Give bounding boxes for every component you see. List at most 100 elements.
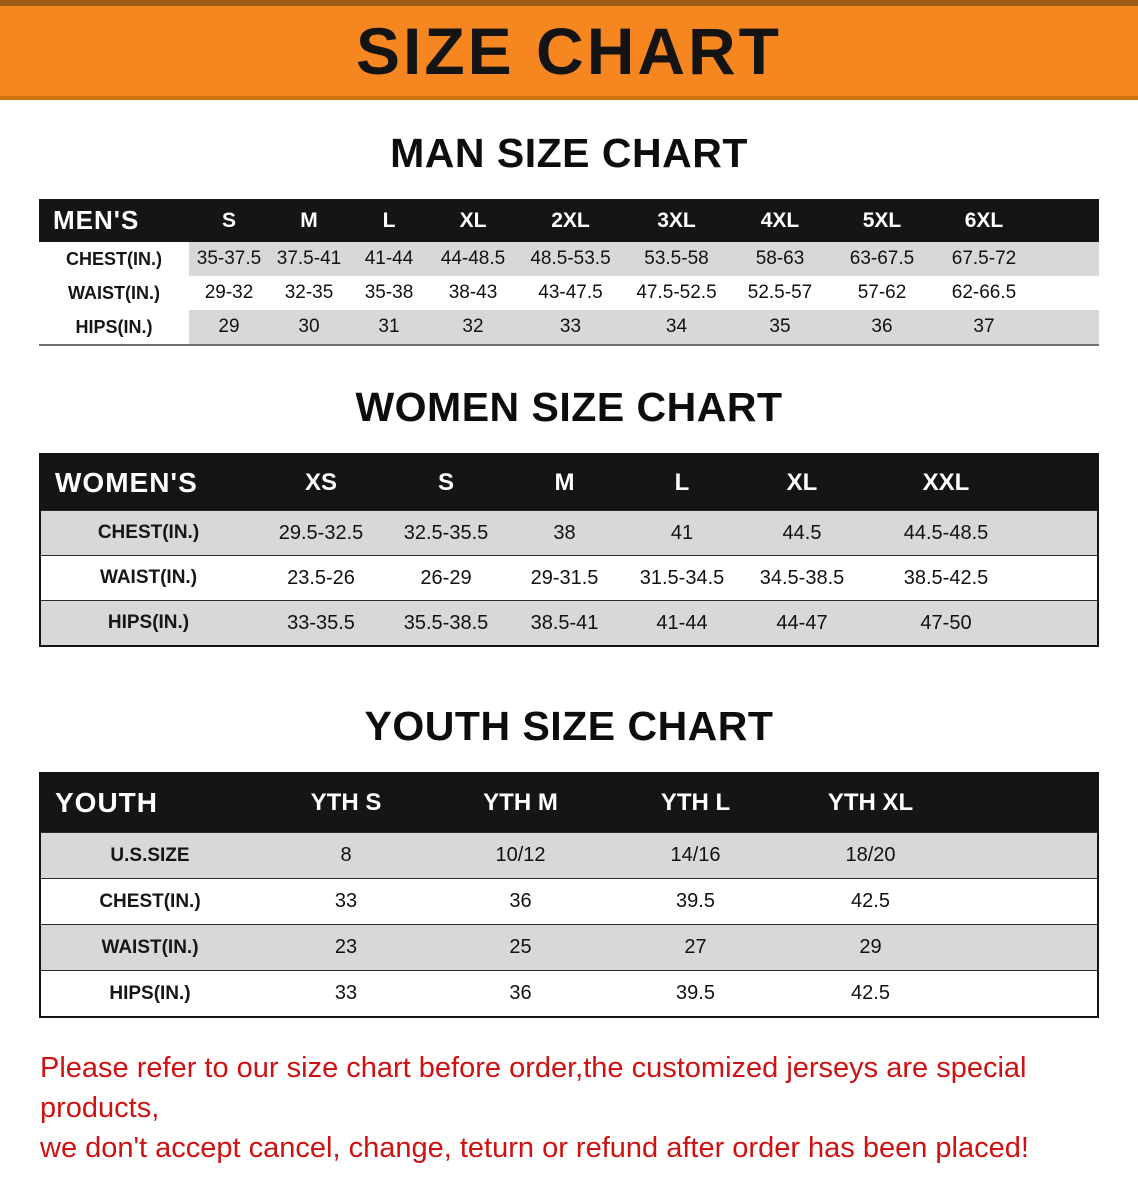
women-size-section: WOMEN SIZE CHART WOMEN'S XS S M L XL XXL CHEST(I… — [39, 384, 1099, 647]
value-cell: 35.5-38.5 — [403, 611, 489, 634]
banner-title: SIZE CHART — [356, 14, 782, 88]
value-cell: 18/20 — [845, 844, 896, 866]
value-cell: 29 — [218, 316, 240, 337]
value-cell: 32 — [462, 316, 484, 337]
men-size-header-cell: M — [300, 208, 318, 232]
value-cell: 41-44 — [364, 248, 414, 269]
men-size-header-cell: 3XL — [657, 208, 696, 232]
men-size-header-cell: 5XL — [862, 208, 902, 232]
youth-table-row: U.S.SIZE 8 10/12 14/16 18/20 — [41, 832, 1097, 878]
value-cell: 35-37.5 — [196, 248, 262, 269]
value-cell: 33 — [334, 982, 358, 1004]
men-size-header-cell: XL — [459, 208, 487, 232]
youth-size-header-cell: YTH L — [660, 789, 731, 816]
men-table-title-cell: MEN'S — [53, 205, 140, 235]
row-filler-cell — [958, 879, 1097, 924]
value-cell: 35-38 — [364, 282, 414, 303]
value-cell: 36 — [871, 316, 893, 337]
women-table-row: HIPS(IN.) 33-35.5 35.5-38.5 38.5-41 41-44 44-… — [41, 600, 1097, 645]
disclaimer-line-1: Please refer to our size chart before or… — [40, 1052, 1027, 1125]
men-table-header-row: MEN'S S M L XL 2XL 3XL 4XL 5XL 6XL — [39, 199, 1099, 242]
women-table-title-cell: WOMEN'S — [55, 466, 198, 498]
row-label-cell: WAIST(IN.) — [99, 567, 198, 588]
value-cell: 35 — [769, 316, 791, 337]
value-cell: 44-48.5 — [440, 248, 506, 269]
row-filler-cell — [958, 925, 1097, 970]
value-cell: 36 — [509, 890, 532, 912]
value-cell: 43-47.5 — [538, 282, 603, 303]
women-size-header-cell: XS — [304, 468, 337, 496]
row-label-cell: WAIST(IN.) — [101, 936, 199, 958]
value-cell: 38.5-42.5 — [903, 566, 989, 589]
youth-table-title-cell: YOUTH — [55, 787, 158, 818]
value-cell: 41 — [670, 521, 694, 544]
value-cell: 63-67.5 — [849, 248, 915, 269]
row-filler-cell — [1029, 556, 1097, 600]
size-chart-sections: MAN SIZE CHART MEN'S S M L XL 2XL 3XL 4XL 5XL 6XL C… — [0, 130, 1138, 1018]
value-cell: 47.5-52.5 — [636, 282, 717, 303]
value-cell: 37 — [973, 316, 995, 337]
row-filler-cell — [1035, 242, 1099, 276]
value-cell: 44.5 — [782, 521, 822, 544]
row-label-cell: U.S.SIZE — [110, 844, 190, 866]
value-cell: 23 — [334, 936, 358, 958]
value-cell: 34.5-38.5 — [759, 566, 845, 589]
value-cell: 36 — [509, 982, 532, 1004]
size-chart-banner: SIZE CHART — [0, 0, 1138, 100]
row-label-cell: HIPS(IN.) — [39, 310, 189, 344]
row-label-cell: CHEST(IN.) — [97, 522, 200, 543]
value-cell: 58-63 — [755, 248, 805, 269]
men-table-row: CHEST(IN.) 35-37.5 37.5-41 41-44 44-48.5 48.5… — [39, 242, 1099, 276]
header-filler-cell — [1035, 199, 1099, 242]
men-size-header-cell: 4XL — [760, 208, 800, 232]
value-cell: 53.5-58 — [644, 248, 709, 269]
value-cell: 14/16 — [670, 844, 721, 866]
disclaimer-line-2: we don't accept cancel, change, teturn o… — [40, 1132, 1029, 1165]
value-cell: 44.5-48.5 — [903, 521, 989, 544]
value-cell: 39.5 — [676, 890, 715, 912]
women-table-row: CHEST(IN.) 29.5-32.5 32.5-35.5 38 41 44.5 44.5… — [41, 510, 1097, 555]
value-cell: 38.5-41 — [530, 611, 599, 634]
value-cell: 67.5-72 — [951, 248, 1017, 269]
women-section-heading: WOMEN SIZE CHART — [355, 384, 783, 430]
women-size-header-cell: M — [554, 468, 575, 496]
value-cell: 31 — [378, 316, 400, 337]
value-cell: 47-50 — [920, 611, 972, 634]
value-cell: 44-47 — [776, 611, 828, 634]
row-label-cell: WAIST(IN.) — [68, 282, 160, 303]
men-table-row: WAIST(IN.) 29-32 32-35 35-38 38-43 43-47.5 47.… — [39, 276, 1099, 310]
value-cell: 48.5-53.5 — [530, 248, 611, 269]
youth-table-row: CHEST(IN.) 33 36 39.5 42.5 — [41, 878, 1097, 924]
value-cell: 52.5-57 — [747, 282, 813, 303]
youth-size-header-cell: YTH M — [483, 789, 558, 816]
youth-size-header-cell: YTH S — [310, 789, 382, 816]
row-filler-cell — [958, 971, 1097, 1016]
value-cell: 32.5-35.5 — [403, 521, 489, 544]
value-cell: 42.5 — [851, 982, 890, 1004]
women-table-header-row: WOMEN'S XS S M L XL XXL — [41, 455, 1097, 510]
value-cell: 42.5 — [851, 890, 890, 912]
men-size-header-cell: 6XL — [964, 208, 1004, 232]
men-size-header-cell: S — [221, 208, 236, 232]
women-size-header-cell: XXL — [922, 468, 970, 496]
value-cell: 31.5-34.5 — [639, 566, 725, 589]
value-cell: 10/12 — [495, 844, 546, 866]
value-cell: 30 — [298, 316, 320, 337]
value-cell: 29 — [859, 936, 882, 958]
row-filler-cell — [1035, 310, 1099, 344]
men-table-row: HIPS(IN.) 29 30 31 32 33 34 35 36 37 — [39, 310, 1099, 344]
youth-table-row: HIPS(IN.) 33 36 39.5 42.5 — [41, 970, 1097, 1016]
row-label-cell: HIPS(IN.) — [107, 612, 190, 633]
value-cell: 29.5-32.5 — [278, 521, 364, 544]
mens-size-table: MEN'S S M L XL 2XL 3XL 4XL 5XL 6XL CHEST(IN.) 35-37… — [39, 199, 1099, 346]
women-size-header-cell: L — [674, 468, 690, 496]
men-size-header-cell: 2XL — [551, 208, 590, 232]
youth-size-table: YOUTH YTH S YTH M YTH L YTH XL U.S.SIZE 8 10/12… — [39, 772, 1099, 1018]
women-size-header-cell: XL — [786, 468, 818, 496]
value-cell: 38-43 — [448, 282, 498, 303]
value-cell: 57-62 — [857, 282, 907, 303]
row-filler-cell — [1029, 511, 1097, 555]
row-label-cell: CHEST(IN.) — [99, 890, 201, 912]
men-section-heading: MAN SIZE CHART — [390, 130, 748, 176]
